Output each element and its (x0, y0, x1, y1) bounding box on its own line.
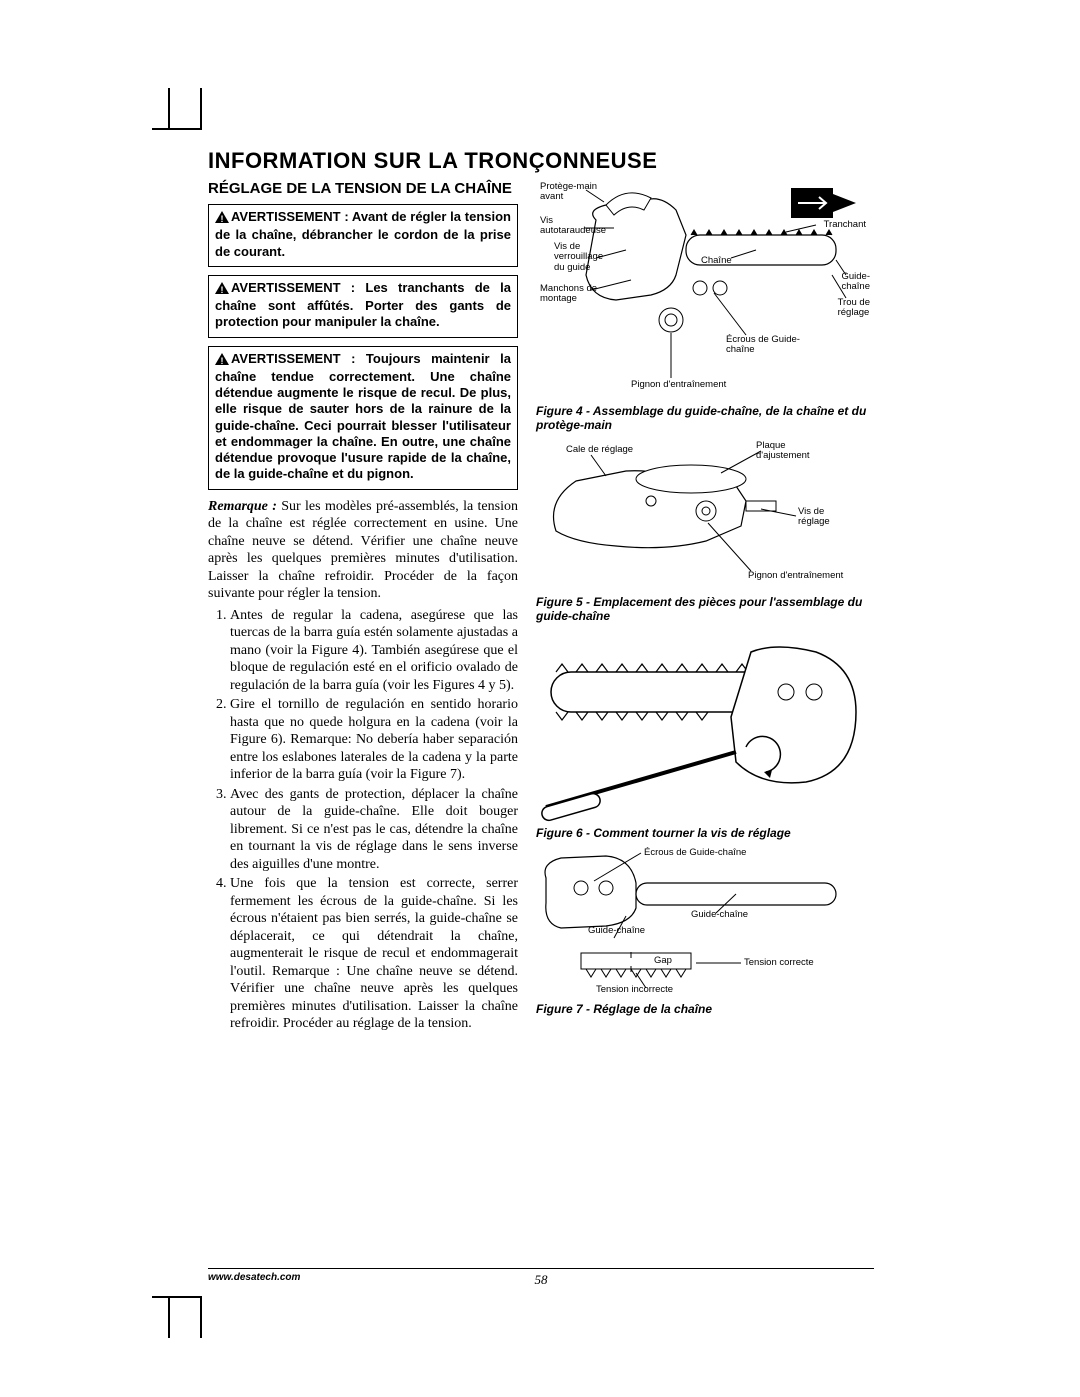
crop-mark (168, 1296, 170, 1338)
left-column: RÉGLAGE DE LA TENSION DE LA CHAÎNE ! AVE… (208, 180, 518, 1035)
figure-6-svg (536, 632, 872, 822)
page-title: INFORMATION SUR LA TRONÇONNEUSE (208, 148, 874, 174)
fig4-label-vis-verr: Vis de verrouillage du guide (554, 242, 603, 273)
page-content: INFORMATION SUR LA TRONÇONNEUSE RÉGLAGE … (208, 148, 874, 1035)
figure-7: Écrous de Guide-chaîne Guide-chaîne Guid… (536, 848, 872, 998)
fig4-label-chaine: Chaîne (701, 256, 732, 266)
fig4-label-guide: Guide- chaîne (841, 272, 870, 293)
crop-mark (200, 88, 202, 130)
svg-text:!: ! (221, 356, 224, 365)
figure-4-caption: Figure 4 - Assemblage du guide-chaîne, d… (536, 404, 872, 433)
right-column: Protège-main avant Vis autotaraudeuse Vi… (536, 180, 872, 1035)
fig7-label-gap: Gap (654, 956, 672, 966)
remarque-paragraph: Remarque : Sur les modèles pré-assemblés… (208, 498, 518, 603)
warning-icon: ! (215, 353, 229, 369)
section-heading: RÉGLAGE DE LA TENSION DE LA CHAÎNE (208, 180, 518, 198)
svg-text:!: ! (221, 285, 224, 294)
fig4-label-trou: Trou de réglage (838, 298, 870, 319)
figure-7-svg (536, 848, 872, 998)
fig4-label-vis-auto: Vis autotaraudeuse (540, 216, 606, 237)
figure-4: Protège-main avant Vis autotaraudeuse Vi… (536, 180, 872, 400)
crop-mark (152, 1296, 202, 1298)
fig4-label-ecrous: Écrous de Guide- chaîne (726, 335, 800, 356)
fig7-label-guide: Guide-chaîne (691, 910, 748, 920)
step-item: Avec des gants de protection, déplacer l… (230, 786, 518, 874)
fig5-label-cale: Cale de réglage (566, 445, 633, 455)
step-item: Antes de regular la cadena, asegúrese qu… (230, 607, 518, 695)
warning-text: AVERTISSEMENT : Les tranchants de la cha… (215, 280, 511, 330)
fig7-label-ecrous: Écrous de Guide-chaîne (644, 848, 746, 858)
warning-icon: ! (215, 211, 229, 227)
warning-text: AVERTISSEMENT : Avant de régler la tensi… (215, 209, 511, 259)
fig7-label-incorrecte: Tension incorrecte (596, 985, 673, 995)
fig7-label-guide2: Guide-chaîne (588, 926, 645, 936)
figure-6-caption: Figure 6 - Comment tourner la vis de rég… (536, 826, 872, 840)
steps-list: Antes de regular la cadena, asegúrese qu… (208, 607, 518, 1033)
figure-7-caption: Figure 7 - Réglage de la chaîne (536, 1002, 872, 1016)
step-item: Une fois que la tension est correcte, se… (230, 875, 518, 1033)
fig4-label-manchons: Manchons de montage (540, 284, 597, 305)
fig4-label-tranchant: Tranchant (824, 220, 866, 230)
figure-5-caption: Figure 5 - Emplacement des pièces pour l… (536, 595, 872, 624)
fig5-label-pignon: Pignon d'entraînement (748, 571, 843, 581)
fig5-label-vis: Vis de réglage (798, 507, 830, 528)
crop-mark (168, 88, 170, 130)
step-item: Gire el tornillo de regulación en sentid… (230, 696, 518, 784)
warning-icon: ! (215, 282, 229, 298)
fig4-label-protege: Protège-main avant (540, 182, 597, 203)
warning-box-2: ! AVERTISSEMENT : Les tranchants de la c… (208, 275, 518, 338)
figure-6 (536, 632, 872, 822)
fig4-label-pignon: Pignon d'entraînement (631, 380, 726, 390)
crop-mark (200, 1296, 202, 1338)
svg-text:!: ! (221, 214, 224, 223)
fig7-label-correcte: Tension correcte (744, 958, 814, 968)
page-footer: www.desatech.com 58 (208, 1268, 874, 1283)
figure-5: Cale de réglage Plaque d'ajustement Vis … (536, 441, 872, 591)
warning-box-3: ! AVERTISSEMENT : Toujours maintenir la … (208, 346, 518, 490)
two-column-layout: RÉGLAGE DE LA TENSION DE LA CHAÎNE ! AVE… (208, 180, 874, 1035)
crop-mark (152, 128, 202, 130)
note-label: Remarque : (208, 499, 281, 514)
warning-box-1: ! AVERTISSEMENT : Avant de régler la ten… (208, 204, 518, 267)
fig5-label-plaque: Plaque d'ajustement (756, 441, 810, 462)
footer-page-number: 58 (535, 1272, 548, 1288)
warning-text: AVERTISSEMENT : Toujours maintenir la ch… (215, 351, 511, 482)
